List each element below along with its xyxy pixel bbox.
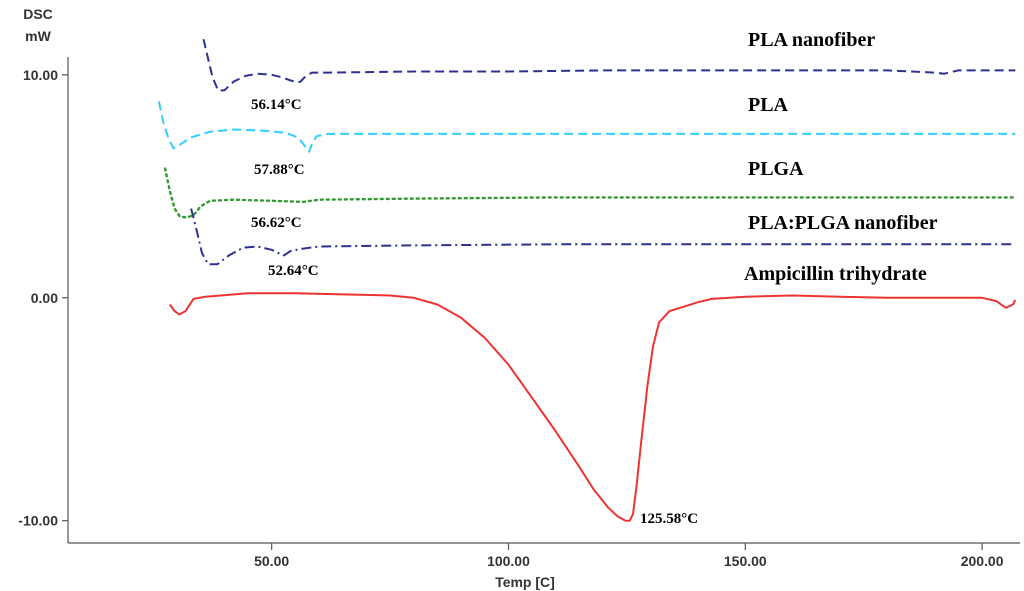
- series-curves: [157, 38, 1017, 522]
- peak-label-pla: 57.88°C: [254, 162, 305, 178]
- series-line-pla-plga-nanofiber: [190, 208, 1016, 266]
- x-axis-title: Temp [C]: [495, 574, 555, 590]
- y-tick-label: 0.00: [31, 290, 58, 306]
- y-axis-title: DSC: [23, 6, 53, 22]
- series-line-plga: [163, 167, 1017, 219]
- y-axis-ticks: 10.00 0.00 -10.00: [18, 67, 68, 529]
- series-label-ampicillin-trihydrate: Ampicillin trihydrate: [744, 263, 927, 285]
- x-tick-label: 150.00: [724, 553, 767, 569]
- peak-label-pla-plga-nanofiber: 52.64°C: [268, 263, 319, 279]
- series-label-plga: PLGA: [748, 158, 804, 180]
- x-axis-ticks: 50.00 100.00 150.00 200.00: [254, 543, 1004, 569]
- peak-label-ampicillin-trihydrate: 125.58°C: [640, 511, 698, 527]
- series-label-pla-plga-nanofiber: PLA:PLGA nanofiber: [748, 212, 938, 234]
- peak-label-pla-nanofiber: 56.14°C: [251, 97, 302, 113]
- series-line-ampicillin-trihydrate: [168, 292, 1017, 522]
- series-line-pla: [157, 101, 1016, 153]
- x-tick-label: 50.00: [254, 553, 289, 569]
- series-label-pla-nanofiber: PLA nanofiber: [748, 29, 875, 51]
- series-label-pla: PLA: [748, 94, 789, 116]
- peak-label-plga: 56.62°C: [251, 215, 302, 231]
- x-tick-label: 100.00: [487, 553, 530, 569]
- x-tick-label: 200.00: [961, 553, 1004, 569]
- y-axis-unit: mW: [25, 28, 51, 44]
- y-tick-label: 10.00: [23, 67, 58, 83]
- series-line-pla-nanofiber: [202, 38, 1016, 92]
- y-tick-label: -10.00: [18, 513, 58, 529]
